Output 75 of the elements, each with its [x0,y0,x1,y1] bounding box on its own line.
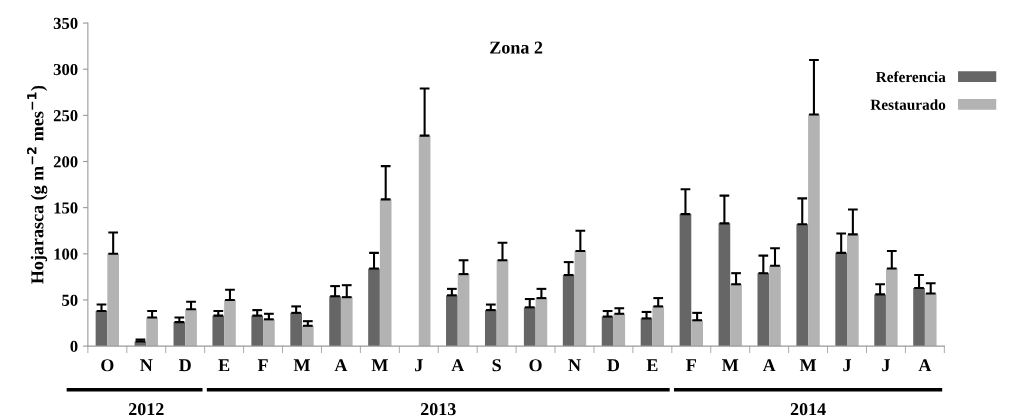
bar [874,294,886,347]
x-tick-label: J [882,359,890,372]
bar [757,273,770,347]
bar [691,320,703,347]
x-tick-label: A [918,359,932,372]
x-tick-label: O [101,359,114,372]
legend-label: Restaurado [870,99,946,110]
bar [212,315,225,347]
text: 2014 [790,403,826,416]
bar [340,297,353,347]
y-tick-label: 50 [62,294,78,306]
bar [924,293,937,347]
bar [418,135,431,347]
bar [730,284,742,347]
bar [496,260,509,347]
x-tick-label: J [843,359,852,372]
bar [718,223,731,347]
bar [146,317,158,347]
x-tick-label: M [293,359,310,372]
bar [613,313,626,347]
y-tick-label: 250 [53,110,78,122]
y-tick-label: 0 [70,340,78,353]
y-tick-label: 350 [53,17,78,29]
x-tick-label: E [646,359,658,372]
bar [913,287,925,347]
y-tick-label: 200 [53,156,78,168]
bar [329,296,341,347]
bar [796,224,809,347]
bar [251,315,264,347]
bar [301,325,314,347]
x-tick-label: F [257,359,268,372]
bar [652,306,665,347]
bar [224,299,236,347]
x-tick-label: O [529,359,542,372]
bar [574,251,587,347]
bar [185,309,197,347]
x-tick-label: D [179,359,191,372]
bar [835,252,848,347]
x-tick-label: N [140,359,153,372]
bar [379,199,392,347]
x-tick-label: F [686,359,696,372]
bar [808,114,820,347]
y-tick-label: 150 [54,202,78,214]
y-axis-title: Hojarasca (g m$^{−2}$ mes$^{−1}$) [27,85,48,284]
bar [290,312,302,347]
x-tick-label: D [607,359,620,372]
bar [562,275,575,347]
x-tick-label: M [371,359,388,372]
y-tick-label: 100 [54,248,78,260]
bar [679,214,692,347]
bar [368,268,380,347]
bar [457,274,470,347]
x-tick-label: A [762,359,776,372]
bar [263,319,275,347]
x-tick-label: E [218,359,230,372]
x-tick-label: A [451,359,465,372]
bar [885,268,898,347]
bar [847,234,859,347]
y-tick-label: 300 [53,63,78,76]
x-tick-label: M [799,359,817,372]
legend-label: Referencia [875,71,946,83]
text: 2012 [128,403,164,416]
x-tick-label: A [334,359,348,372]
bar [446,295,458,347]
x-tick-label: M [722,359,739,372]
x-tick-label: J [415,359,423,372]
bar [769,265,781,347]
bar [535,298,548,347]
x-tick-label: S [492,359,501,372]
bar [107,253,120,347]
text: 2013 [420,403,456,416]
text: Zona 2 [490,41,543,54]
bar [523,307,536,347]
x-tick-label: N [568,359,581,372]
bar [484,310,497,347]
